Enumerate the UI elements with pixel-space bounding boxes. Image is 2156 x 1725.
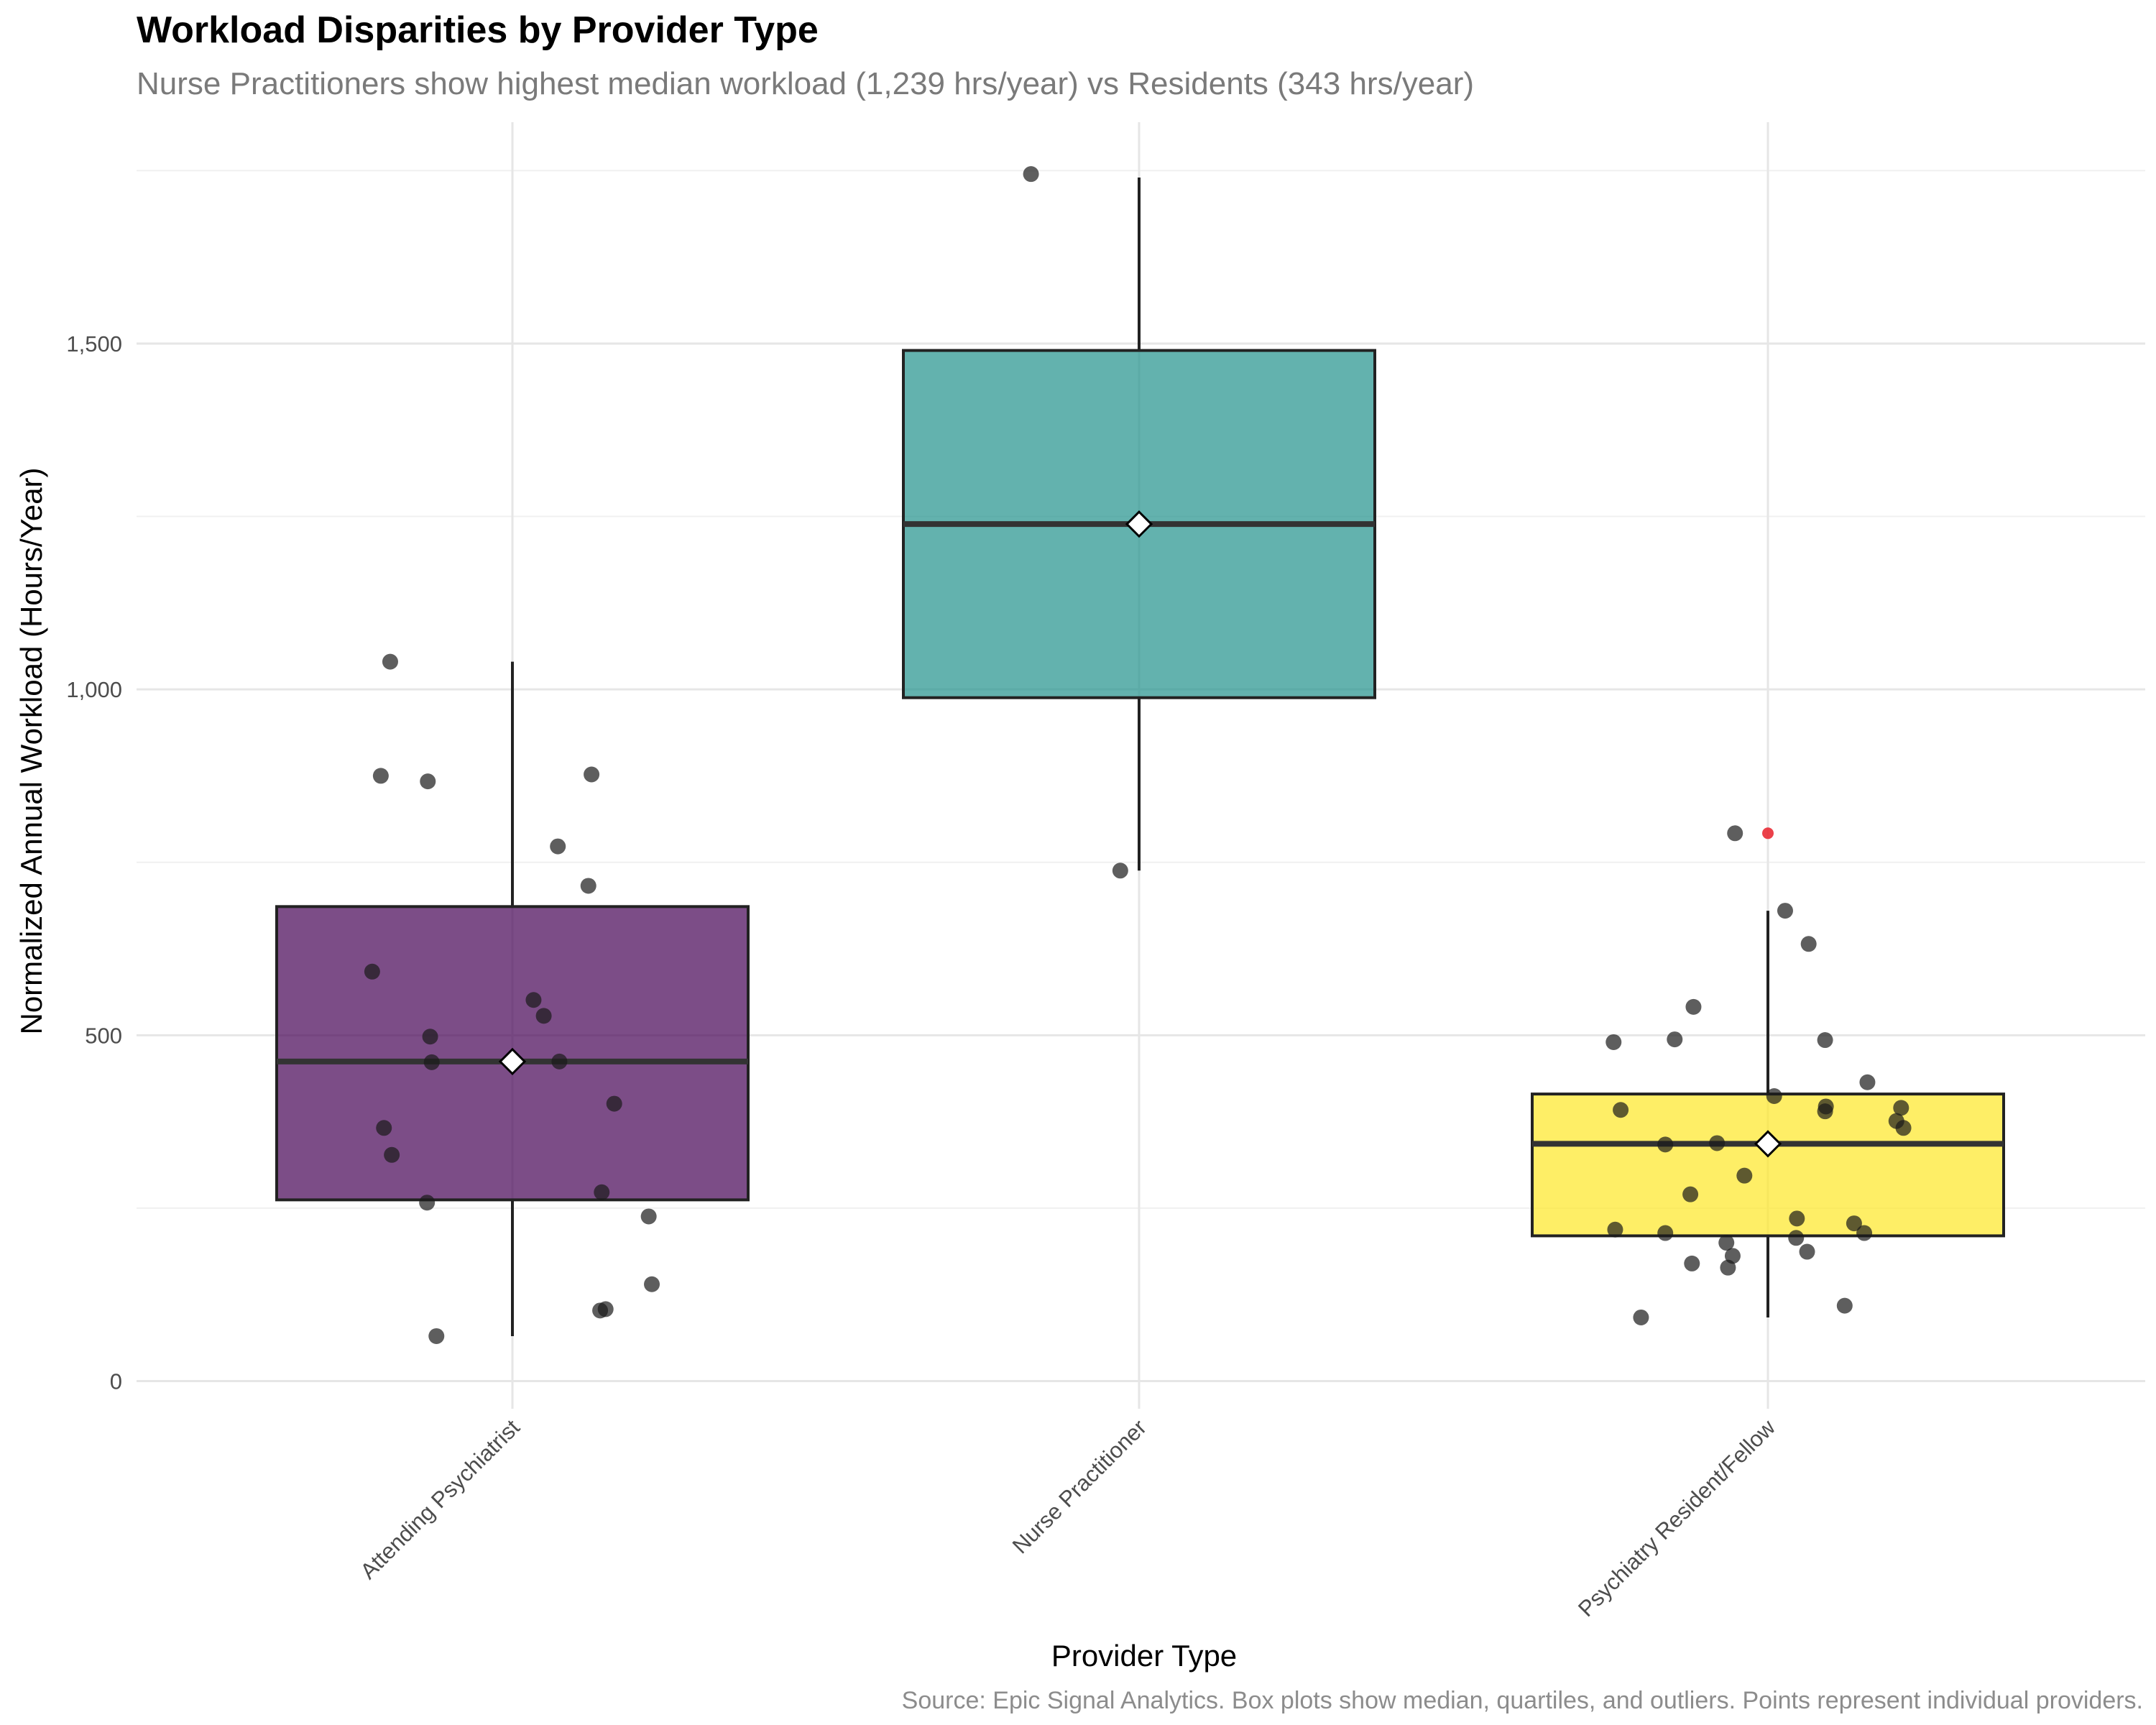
provider-point xyxy=(1895,1120,1912,1136)
provider-point xyxy=(1799,1243,1815,1260)
provider-point xyxy=(1633,1309,1649,1325)
x-tick-label: Psychiatry Resident/Fellow xyxy=(1573,1414,1780,1622)
provider-point xyxy=(525,992,542,1008)
provider-point xyxy=(1684,1255,1700,1271)
provider-point xyxy=(419,1195,436,1211)
iqr-box xyxy=(1531,1092,2005,1238)
mean-diamond xyxy=(1125,510,1153,538)
provider-point xyxy=(1720,1259,1736,1276)
provider-point xyxy=(1836,1297,1853,1314)
chart-caption: Source: Epic Signal Analytics. Box plots… xyxy=(901,1687,2143,1714)
provider-point xyxy=(1859,1074,1876,1090)
provider-point xyxy=(428,1328,445,1344)
provider-point xyxy=(594,1184,610,1200)
provider-point xyxy=(1766,1088,1782,1105)
provider-point xyxy=(1667,1031,1683,1048)
provider-point xyxy=(606,1095,622,1112)
outlier-point xyxy=(1762,827,1774,840)
x-tick-label: Attending Psychiatrist xyxy=(355,1414,525,1584)
y-axis-title: Normalized Annual Workload (Hours/Year) xyxy=(14,467,48,1034)
provider-point xyxy=(1657,1225,1674,1241)
y-tick-label: 1,000 xyxy=(66,677,122,702)
provider-point xyxy=(1727,825,1743,842)
provider-point xyxy=(584,766,600,783)
provider-point xyxy=(644,1276,660,1292)
provider-point xyxy=(1718,1235,1735,1251)
provider-point xyxy=(580,878,596,894)
provider-point xyxy=(1817,1032,1833,1049)
provider-point xyxy=(1788,1230,1805,1246)
y-tick-label: 1,500 xyxy=(66,331,122,356)
provider-point xyxy=(1607,1221,1623,1238)
provider-point xyxy=(384,1146,400,1163)
provider-point xyxy=(1709,1135,1726,1151)
provider-point xyxy=(640,1208,657,1225)
provider-point xyxy=(423,1054,440,1070)
mean-diamond xyxy=(1754,1130,1782,1158)
provider-point xyxy=(1682,1186,1699,1202)
provider-point xyxy=(1613,1102,1629,1118)
provider-point xyxy=(1846,1215,1862,1232)
provider-point xyxy=(1817,1103,1833,1120)
y-tick-label: 500 xyxy=(85,1023,122,1048)
provider-point xyxy=(1856,1225,1873,1241)
chart-subtitle: Nurse Practitioners show highest median … xyxy=(137,66,1475,101)
provider-point xyxy=(1777,903,1793,919)
provider-point xyxy=(364,963,380,980)
provider-point xyxy=(1893,1100,1909,1116)
provider-point xyxy=(1606,1034,1622,1050)
provider-point xyxy=(372,768,389,784)
provider-point xyxy=(551,1053,568,1070)
provider-point xyxy=(422,1029,438,1045)
provider-point xyxy=(592,1302,609,1319)
mean-diamond xyxy=(498,1047,527,1076)
provider-point xyxy=(1685,998,1702,1015)
box-layer xyxy=(275,177,2005,1336)
provider-point xyxy=(1800,936,1817,952)
x-axis-title: Provider Type xyxy=(1051,1639,1237,1673)
chart-title: Workload Disparities by Provider Type xyxy=(137,9,819,51)
provider-point xyxy=(382,653,398,670)
provider-point xyxy=(550,838,566,855)
point-layer xyxy=(364,166,1912,1344)
provider-point xyxy=(535,1008,552,1024)
provider-point xyxy=(1657,1136,1674,1153)
provider-point xyxy=(1736,1167,1753,1184)
provider-point xyxy=(1789,1210,1805,1227)
y-tick-label: 0 xyxy=(110,1369,122,1394)
provider-point xyxy=(420,773,436,790)
mean-layer xyxy=(498,510,1782,1158)
x-tick-label: Nurse Practitioner xyxy=(1008,1414,1151,1558)
provider-point xyxy=(376,1120,392,1136)
provider-point xyxy=(1023,166,1039,183)
provider-point xyxy=(1112,862,1128,879)
